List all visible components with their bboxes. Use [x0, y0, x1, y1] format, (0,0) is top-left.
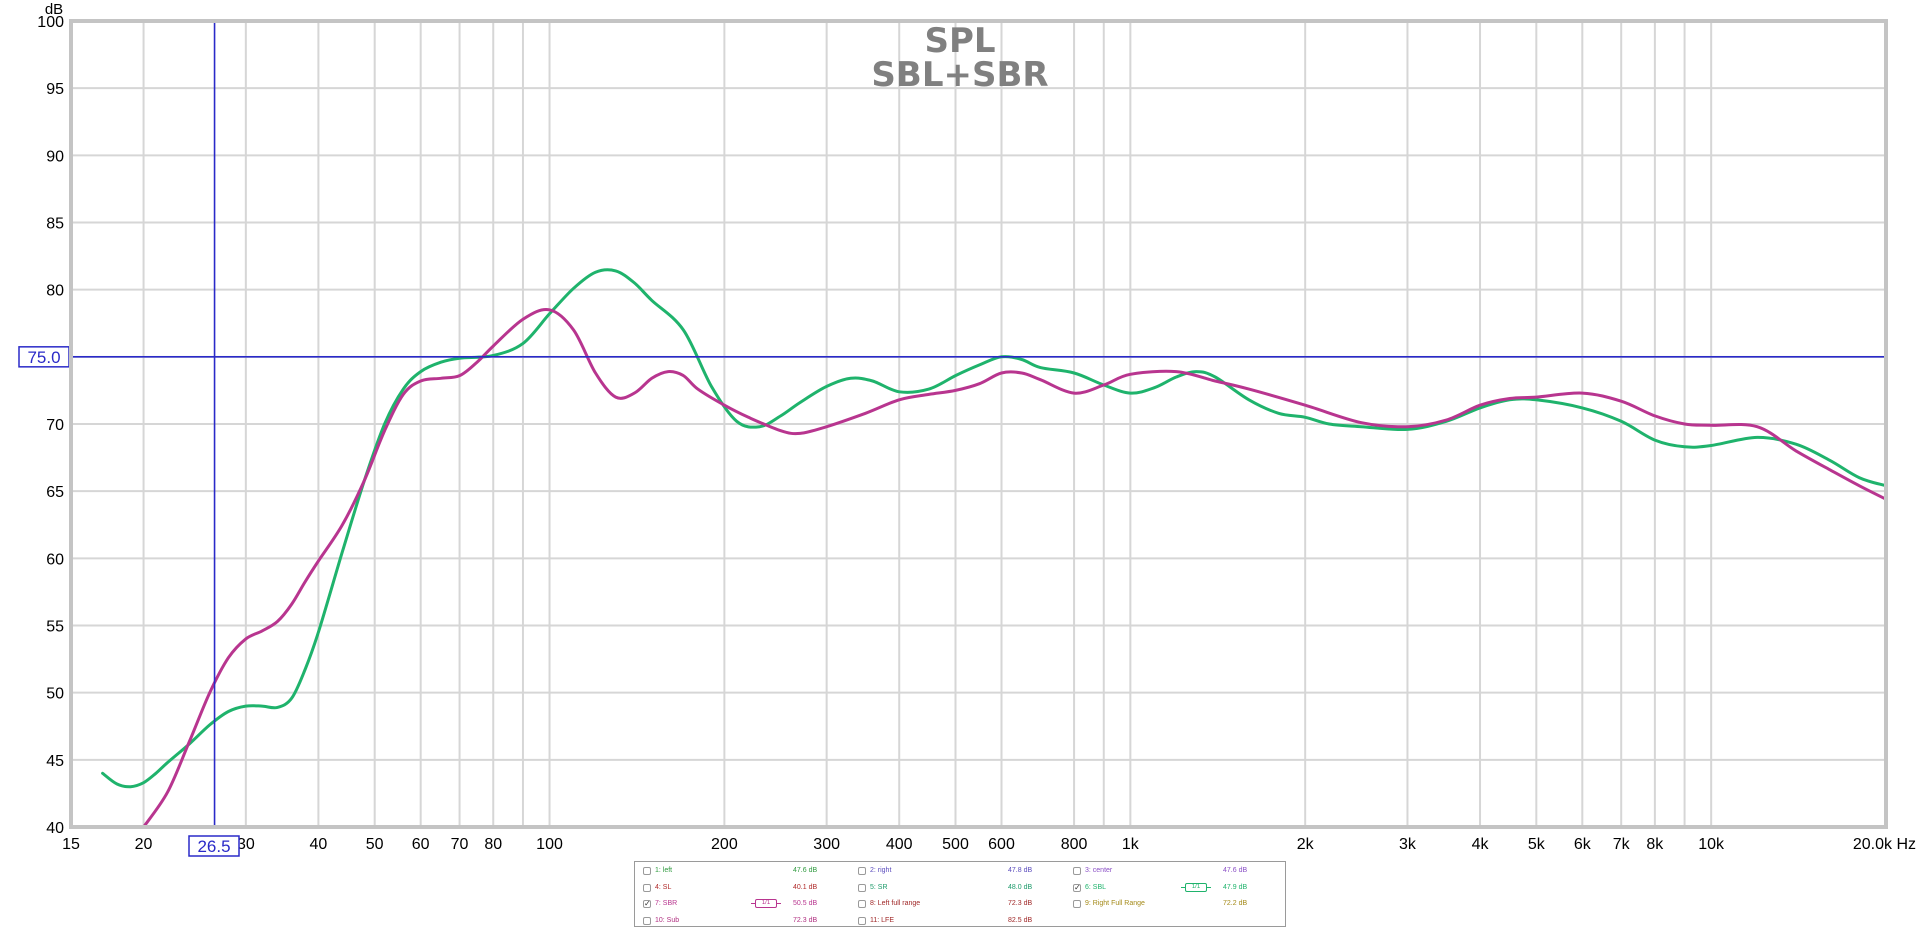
x-tick-labels: 15 20 30 40 50 60 70 80 100 200 300 400 500 600 800 1k 2… — [62, 836, 1916, 853]
legend-value: 47.6 dB — [1223, 867, 1248, 874]
legend-item-11-lfe: 11: LFE 82.5 dB — [858, 914, 1063, 928]
x-tick-label: 8k — [1646, 836, 1664, 853]
y-tick-label: 100 — [37, 14, 64, 31]
y-tick-label: 50 — [46, 686, 64, 703]
y-tick-label: 85 — [46, 216, 64, 233]
y-tick-label: 60 — [46, 551, 64, 568]
legend-checkbox[interactable] — [858, 883, 866, 892]
legend-label: 1: left — [655, 867, 673, 874]
y-tick-label: 55 — [46, 619, 64, 636]
legend-item-6-sbl: ✓ 6: SBL 1/1 47.9 dB — [1073, 881, 1278, 895]
legend-checkbox[interactable] — [643, 883, 651, 892]
legend-item-4-sl: 4: SL 40.1 dB — [643, 881, 848, 895]
x-tick-label: 20.0k Hz — [1853, 836, 1916, 853]
chart-subtitle: SBL+SBR — [871, 55, 1048, 95]
legend-value: 47.6 dB — [793, 867, 818, 874]
legend-value: 72.2 dB — [1223, 900, 1248, 907]
legend-checkbox[interactable] — [1073, 867, 1081, 875]
legend-item-3-center: 3: center 47.6 dB — [1073, 864, 1278, 878]
x-tick-label: 4k — [1472, 836, 1490, 853]
legend-value: 47.8 dB — [1008, 867, 1033, 874]
legend-value: 40.1 dB — [793, 883, 818, 891]
y-tick-label: 65 — [46, 484, 64, 501]
legend-label: 3: center — [1085, 867, 1113, 874]
x-tick-label: 5k — [1528, 836, 1546, 853]
legend-value: 50.5 dB — [793, 900, 818, 907]
legend-label: 4: SL — [655, 883, 672, 891]
series-line-7-sbr — [142, 307, 1888, 829]
legend-checkbox[interactable] — [1073, 900, 1081, 908]
y-tick-label: 70 — [46, 417, 64, 434]
y-axis-unit-label: dB — [45, 1, 63, 18]
cursor-y-readout: 75.0 — [27, 348, 60, 367]
x-tick-label: 100 — [536, 836, 563, 853]
legend-label: 5: SR — [870, 883, 888, 891]
legend-label: 9: Right Full Range — [1085, 900, 1145, 907]
legend-checkbox[interactable] — [643, 916, 651, 925]
x-tick-label: 3k — [1399, 836, 1417, 853]
legend-checkbox[interactable] — [858, 900, 866, 908]
x-tick-label: 2k — [1297, 836, 1315, 853]
legend-smoothing-badge[interactable]: 1/1 — [751, 899, 781, 908]
y-tick-label: 80 — [46, 283, 64, 300]
x-tick-label: 300 — [813, 836, 840, 853]
x-tick-label: 200 — [711, 836, 738, 853]
legend-value: 72.3 dB — [793, 916, 818, 924]
legend-label: 8: Left full range — [870, 900, 921, 907]
y-tick-label: 95 — [46, 81, 64, 98]
legend-label: 7: SBR — [655, 900, 678, 907]
x-tick-label: 30 — [237, 836, 255, 853]
cursor[interactable]: 26.5 75.0 — [18, 21, 1886, 857]
legend-value: 47.9 dB — [1223, 883, 1248, 891]
x-tick-label: 7k — [1613, 836, 1631, 853]
legend-checkbox[interactable]: ✓ — [1073, 882, 1081, 892]
y-tick-label: 45 — [46, 753, 64, 770]
legend-label: 6: SBL — [1085, 883, 1107, 891]
x-tick-label: 40 — [310, 836, 328, 853]
legend-checkbox[interactable] — [858, 916, 866, 925]
x-tick-label: 10k — [1698, 836, 1725, 853]
x-tick-label: 1k — [1122, 836, 1140, 853]
legend-item-10-sub: 10: Sub 72.3 dB — [643, 914, 848, 928]
x-tick-label: 80 — [484, 836, 502, 853]
legend-panel: 1: left 47.6 dB 2: right 47.8 dB 3: center 47… — [634, 861, 1286, 927]
legend-checkbox[interactable] — [643, 867, 651, 875]
gridlines — [71, 21, 1886, 827]
series-line-6-sbl — [101, 268, 1888, 789]
legend-item-2-right: 2: right 47.8 dB — [858, 864, 1063, 878]
x-tick-label: 800 — [1061, 836, 1088, 853]
chart-title: SPL — [924, 21, 995, 61]
legend-label: 11: LFE — [870, 916, 894, 924]
plot-frame — [69, 19, 1888, 829]
cursor-x-readout-box — [188, 835, 240, 857]
x-tick-label: 6k — [1574, 836, 1592, 853]
legend-value: 72.3 dB — [1008, 900, 1033, 907]
x-tick-label: 500 — [942, 836, 969, 853]
y-tick-label: 40 — [46, 820, 64, 837]
legend-item-5-sr: 5: SR 48.0 dB — [858, 881, 1063, 895]
cursor-x-readout: 26.5 — [197, 837, 230, 856]
x-tick-label: 70 — [451, 836, 469, 853]
legend-label: 10: Sub — [655, 916, 680, 924]
legend-item-8-left-full-range: 8: Left full range 72.3 dB — [858, 897, 1063, 911]
x-tick-label: 50 — [366, 836, 384, 853]
legend-smoothing-badge[interactable]: 1/1 — [1181, 882, 1211, 892]
legend-value: 48.0 dB — [1008, 883, 1033, 891]
x-tick-label: 15 — [62, 836, 80, 853]
y-tick-labels: 404550556065707580859095100 — [37, 14, 64, 837]
x-tick-label: 400 — [886, 836, 913, 853]
legend-label: 2: right — [870, 867, 892, 874]
series-layer — [101, 268, 1888, 829]
x-tick-label: 600 — [988, 836, 1015, 853]
x-tick-label: 60 — [412, 836, 430, 853]
legend-checkbox[interactable]: ✓ — [643, 899, 651, 908]
legend-value: 82.5 dB — [1008, 916, 1033, 924]
legend-item-7-sbr: ✓ 7: SBR 1/1 50.5 dB — [643, 897, 848, 911]
legend-checkbox[interactable] — [858, 867, 866, 875]
legend-item-9-right-full-range: 9: Right Full Range 72.2 dB — [1073, 897, 1278, 911]
x-tick-label: 20 — [135, 836, 153, 853]
legend-item-1-left: 1: left 47.6 dB — [643, 864, 848, 878]
y-tick-label: 90 — [46, 148, 64, 165]
